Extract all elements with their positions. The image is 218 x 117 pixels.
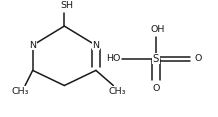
Text: O: O — [195, 54, 202, 63]
Text: OH: OH — [151, 24, 165, 33]
Text: O: O — [152, 84, 160, 93]
Text: HO: HO — [106, 54, 121, 63]
Text: S: S — [153, 54, 159, 64]
Text: N: N — [92, 41, 99, 50]
Text: CH₃: CH₃ — [109, 87, 126, 96]
Text: CH₃: CH₃ — [12, 87, 29, 96]
Text: SH: SH — [60, 1, 73, 10]
Text: N: N — [29, 41, 36, 50]
